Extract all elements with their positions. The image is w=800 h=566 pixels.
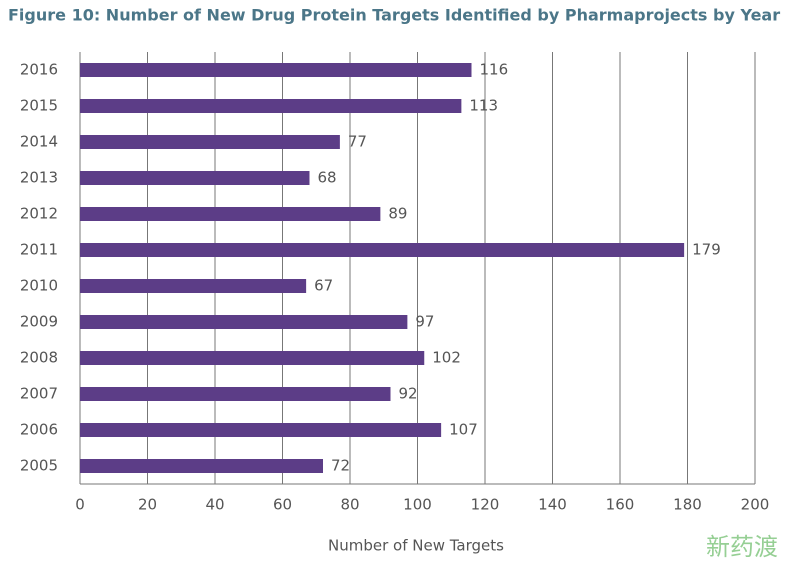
y-tick-label: 2005 [20,457,58,475]
chart-title: Figure 10: Number of New Drug Protein Ta… [8,6,780,25]
bar [80,207,381,221]
value-label: 89 [388,205,407,223]
watermark: 新药渡 [706,533,778,561]
value-label: 77 [348,133,367,151]
y-tick-label: 2013 [20,169,58,187]
bar [80,279,307,293]
bar [80,63,472,77]
value-label: 97 [415,313,434,331]
y-tick-label: 2008 [20,349,58,367]
y-tick-label: 2007 [20,385,58,403]
x-tick-label: 40 [205,496,224,514]
y-tick-label: 2009 [20,313,58,331]
bar [80,459,323,473]
x-tick-label: 120 [471,496,500,514]
y-tick-label: 2010 [20,277,58,295]
y-tick-label: 2015 [20,97,58,115]
value-label: 72 [331,457,350,475]
value-label: 68 [318,169,337,187]
x-tick-label: 140 [538,496,567,514]
value-label: 113 [469,97,498,115]
y-tick-label: 2014 [20,133,58,151]
value-label: 116 [480,61,509,79]
x-tick-label: 60 [273,496,292,514]
bar [80,171,310,185]
x-tick-label: 200 [741,496,770,514]
y-tick-label: 2006 [20,421,58,439]
value-label: 102 [432,349,461,367]
bar [80,423,442,437]
x-tick-label: 20 [138,496,157,514]
x-tick-label: 0 [75,496,85,514]
x-tick-label: 160 [606,496,635,514]
x-axis-label: Number of New Targets [328,537,504,555]
bar [80,387,391,401]
bar [80,99,462,113]
bar [80,243,685,257]
value-label: 107 [449,421,478,439]
y-tick-label: 2016 [20,61,58,79]
value-label: 179 [692,241,721,259]
x-tick-label: 80 [340,496,359,514]
bar [80,315,408,329]
y-tick-label: 2011 [20,241,58,259]
y-tick-label: 2012 [20,205,58,223]
x-tick-label: 180 [673,496,702,514]
bar [80,351,425,365]
x-tick-label: 100 [403,496,432,514]
value-label: 67 [314,277,333,295]
bar [80,135,340,149]
value-label: 92 [399,385,418,403]
